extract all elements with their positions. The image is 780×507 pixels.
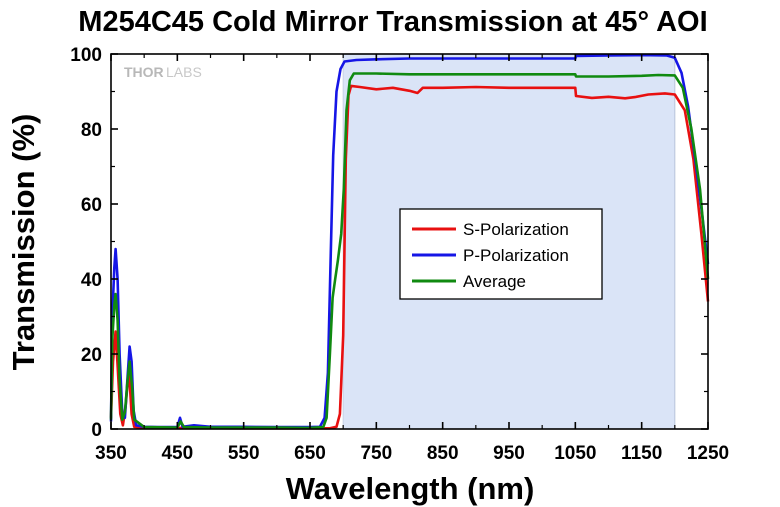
y-tick-label: 40 (81, 270, 102, 291)
thorlabs-watermark: THOR LABS (124, 64, 202, 80)
series-line-average (109, 72, 710, 430)
y-tick-label: 80 (81, 120, 102, 141)
series-line-s-polarization (109, 84, 710, 430)
y-tick-label: 0 (91, 420, 102, 441)
y-tick-label: 20 (81, 345, 102, 366)
chart-title: M254C45 Cold Mirror Transmission at 45° … (78, 6, 707, 38)
x-tick-label: 850 (427, 443, 459, 464)
legend: S-Polarization P-Polarization Average (399, 208, 603, 300)
y-tick-label: 60 (81, 195, 102, 216)
x-tick-label: 1250 (687, 443, 729, 464)
x-tick-label: 450 (161, 443, 193, 464)
x-tick-label: 550 (228, 443, 260, 464)
x-tick-label: 750 (360, 443, 392, 464)
x-tick-label: 1150 (621, 443, 662, 464)
ticks-layer: 350 450 550 650 750 850 950 1050 1150 1250 0 20 40 60… (70, 45, 729, 464)
x-tick-label: 1050 (554, 443, 596, 464)
x-tick-label: 650 (294, 443, 326, 464)
y-axis-label: Transmission (%) (6, 114, 41, 371)
y-tick-label: 100 (70, 45, 102, 66)
legend-entry-label: S-Polarization (463, 220, 569, 239)
x-axis-label: Wavelength (nm) (286, 471, 535, 506)
x-tick-label: 350 (95, 443, 127, 464)
watermark-labs: LABS (166, 64, 202, 80)
x-tick-label: 950 (493, 443, 525, 464)
legend-entry-label: Average (463, 272, 526, 291)
legend-entry-label: P-Polarization (463, 246, 569, 265)
watermark-thor: THOR (124, 64, 164, 80)
